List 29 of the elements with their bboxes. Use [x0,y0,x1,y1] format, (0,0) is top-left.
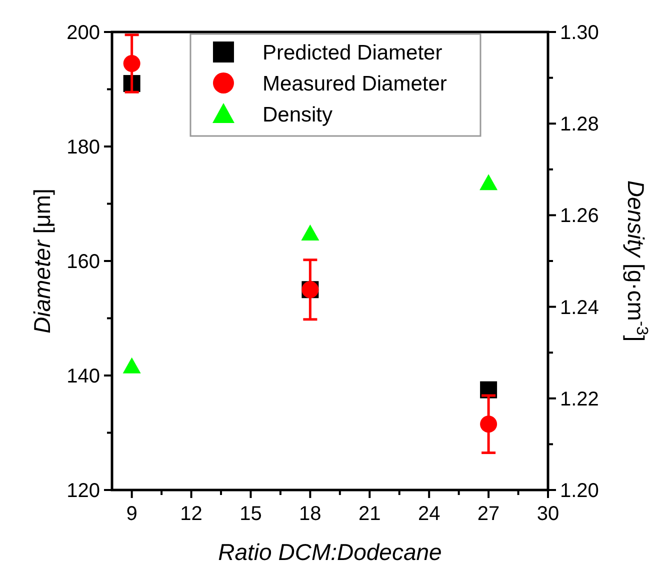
y2-tick-label: 1.22 [560,388,599,410]
y2-tick-label: 1.24 [560,296,599,319]
x-axis-title: Ratio DCM:Dodecane [218,539,442,565]
y-tick-label: 120 [66,480,100,502]
point [123,54,140,72]
y2-tick-label: 1.30 [560,22,599,44]
y2-tick-label: 1.20 [560,480,599,502]
x-tick-label: 15 [240,503,262,525]
x-tick-label: 21 [358,503,381,525]
legend-label: Measured Diameter [262,72,447,96]
y2-tick-label: 1.28 [560,114,599,136]
x-tick-label: 24 [418,503,440,525]
x-tick-label: 30 [536,503,560,525]
y-tick-label: 160 [66,251,100,273]
point [301,224,320,241]
x-tick-label: 27 [477,503,500,525]
legend-label: Density [262,103,334,126]
x-tick-label: 18 [299,503,322,525]
y-tick-label: 180 [66,136,100,158]
legend-label: Predicted Diameter [262,41,442,64]
y-axis-title: Diameter [μm] [29,188,55,334]
x-tick-label: 9 [126,503,138,525]
y2-tick-label: 1.26 [560,205,599,228]
y-tick-label: 200 [66,22,100,44]
point [480,416,498,433]
point [122,357,141,374]
point [480,174,498,190]
x-tick-label: 12 [180,503,202,525]
y-tick-label: 140 [66,366,100,388]
